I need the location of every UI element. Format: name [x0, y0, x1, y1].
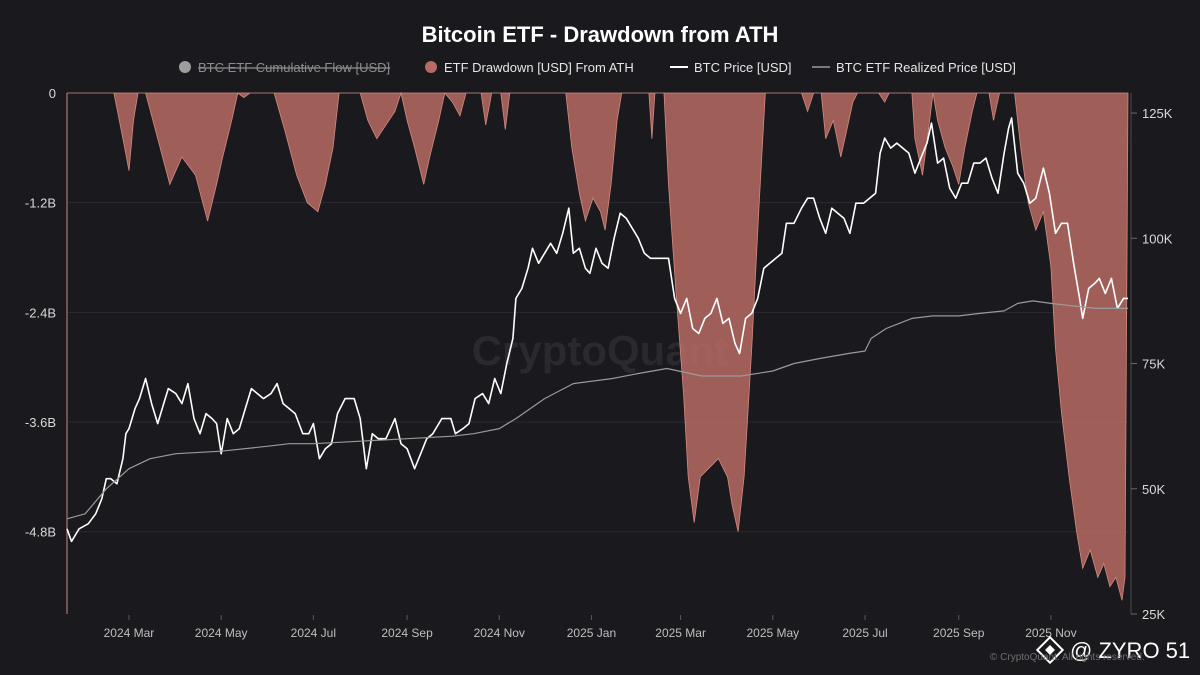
legend-item-realized-price[interactable]: BTC ETF Realized Price [USD] [812, 60, 1016, 75]
series-line-btc-price-usd [66, 117, 1128, 543]
x-tick-label: 2025 Sep [933, 626, 985, 640]
badge: @ ZYRO 51 [1035, 635, 1190, 665]
legend-item-btc-price[interactable]: BTC Price [USD] [670, 60, 792, 75]
y-right-tick-label: 125K [1142, 106, 1173, 121]
y-left-tick-label: -4.8B [25, 525, 56, 540]
legend-swatch-cumulative-flow [179, 61, 191, 73]
x-tick-label: 2024 Jul [291, 626, 336, 640]
x-tick-label: 2025 Jan [567, 626, 616, 640]
x-tick-label: 2024 Nov [474, 626, 525, 640]
legend-swatch-drawdown [425, 61, 437, 73]
y-right-tick-label: 75K [1142, 357, 1165, 372]
x-tick-label: 2025 Mar [655, 626, 706, 640]
y-left-tick-label: -2.4B [25, 305, 56, 320]
y-left-tick-label: -3.6B [25, 415, 56, 430]
y-axis-left: 0 -1.2B -2.4B -3.6B -4.8B [25, 86, 56, 540]
x-axis: 2024 Mar 2024 May 2024 Jul 2024 Sep 2024 Nov… [104, 615, 1077, 640]
y-right-tick-label: 100K [1142, 231, 1173, 246]
y-left-tick-label: -1.2B [25, 196, 56, 211]
legend-label-cumulative-flow: BTC ETF Cumulative Flow [USD] [198, 60, 390, 75]
legend-label-realized-price: BTC ETF Realized Price [USD] [836, 60, 1016, 75]
chart-title: Bitcoin ETF - Drawdown from ATH [422, 22, 779, 47]
copyright: © CryptoQuant. All rights reserved. [990, 652, 1145, 663]
x-tick-label: 2025 Jul [842, 626, 887, 640]
x-tick-label: 2025 May [746, 626, 799, 640]
drawdown-area-layer [67, 91, 1129, 601]
legend-item-cumulative-flow[interactable]: BTC ETF Cumulative Flow [USD] [179, 60, 390, 75]
x-tick-label: 2024 May [195, 626, 248, 640]
y-right-tick-label: 50K [1142, 482, 1165, 497]
badge-text: @ ZYRO 51 [1070, 638, 1190, 663]
binance-diamond-icon [1035, 635, 1065, 665]
series-line-btc-etf-realized-price-usd [66, 300, 1128, 520]
x-tick-label: 2024 Sep [381, 626, 433, 640]
legend-item-drawdown[interactable]: ETF Drawdown [USD] From ATH [425, 60, 634, 75]
series-area-etf-drawdown-usd-from-ath [67, 91, 1129, 601]
legend: BTC ETF Cumulative Flow [USD] ETF Drawdo… [179, 60, 1016, 75]
y-axis-right: 125K 100K 75K 50K 25K [1130, 93, 1173, 622]
price-line-layer [66, 117, 1128, 543]
legend-label-btc-price: BTC Price [USD] [694, 60, 792, 75]
x-tick-label: 2024 Mar [104, 626, 155, 640]
legend-label-drawdown: ETF Drawdown [USD] From ATH [444, 60, 634, 75]
y-left-tick-label: 0 [49, 86, 56, 101]
x-tick-label: 2025 Nov [1025, 626, 1076, 640]
y-right-tick-label: 25K [1142, 607, 1165, 622]
